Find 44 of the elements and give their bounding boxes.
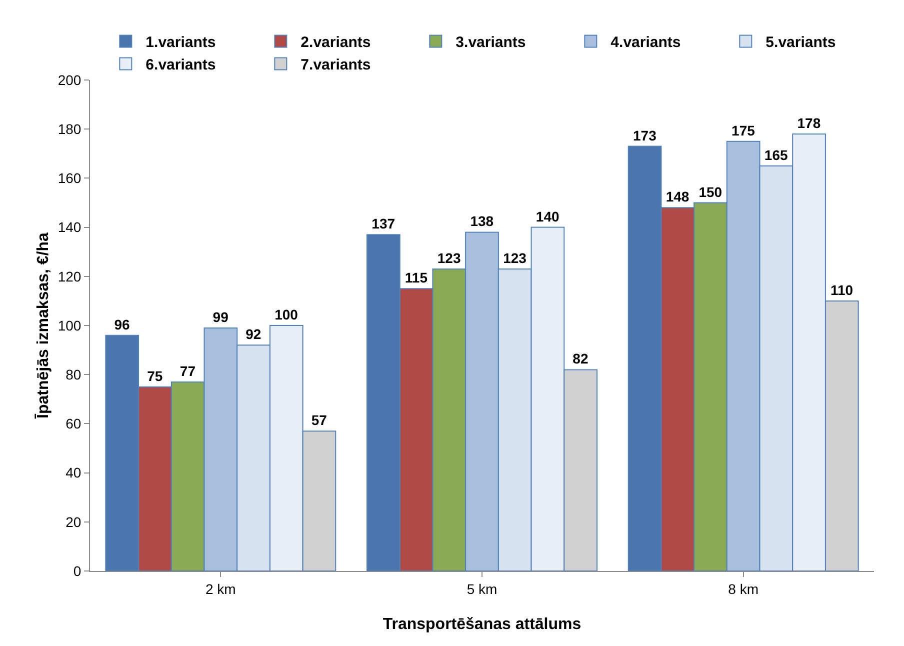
y-tick-label: 60	[66, 416, 82, 432]
data-label: 82	[572, 350, 588, 367]
legend-label: 1.variants	[146, 34, 216, 52]
data-label: 110	[830, 282, 854, 298]
legend-label: 6.variants	[146, 56, 216, 74]
data-label: 165	[764, 146, 788, 163]
data-label: 77	[180, 362, 196, 379]
data-label: 115	[404, 270, 428, 286]
y-tick-label: 0	[73, 562, 82, 579]
data-label: 57	[311, 412, 328, 428]
data-label: 173	[632, 127, 657, 144]
y-tick-label: 40	[66, 464, 82, 481]
data-label: 140	[536, 208, 560, 224]
data-label: 138	[470, 213, 494, 230]
data-label: 150	[698, 184, 722, 200]
y-tick-label: 200	[58, 72, 82, 88]
legend-label: 3.variants	[456, 34, 526, 52]
data-label: 123	[503, 250, 527, 266]
legend-label: 7.variants	[300, 56, 371, 74]
y-axis-title: Īpatnējās izmaksas, €/ha	[34, 232, 52, 420]
data-label: 178	[797, 115, 821, 132]
data-label: 100	[274, 306, 298, 322]
data-label: 148	[666, 188, 690, 205]
legend-label: 2.variants	[300, 34, 371, 52]
legend-label: 5.variants	[766, 34, 836, 52]
x-axis-title: Transportēšanas attālums	[382, 616, 582, 633]
y-tick-label: 180	[58, 121, 82, 137]
y-tick-label: 100	[58, 317, 82, 334]
data-label: 96	[114, 316, 130, 332]
data-label: 99	[212, 308, 229, 325]
y-tick-label: 120	[58, 268, 82, 284]
data-label: 175	[732, 122, 756, 138]
x-tick-label: 2 km	[206, 580, 236, 597]
y-tick-label: 20	[66, 514, 82, 530]
data-label: 75	[147, 368, 163, 384]
x-tick-label: 8 km	[728, 580, 758, 597]
y-tick-label: 140	[58, 219, 82, 236]
data-label: 123	[437, 250, 461, 266]
data-label: 92	[246, 326, 262, 342]
data-label: 137	[372, 216, 396, 232]
y-tick-label: 80	[66, 366, 82, 382]
x-tick-label: 5 km	[466, 580, 498, 597]
legend-label: 4.variants	[610, 34, 681, 52]
y-tick-label: 160	[58, 170, 82, 186]
